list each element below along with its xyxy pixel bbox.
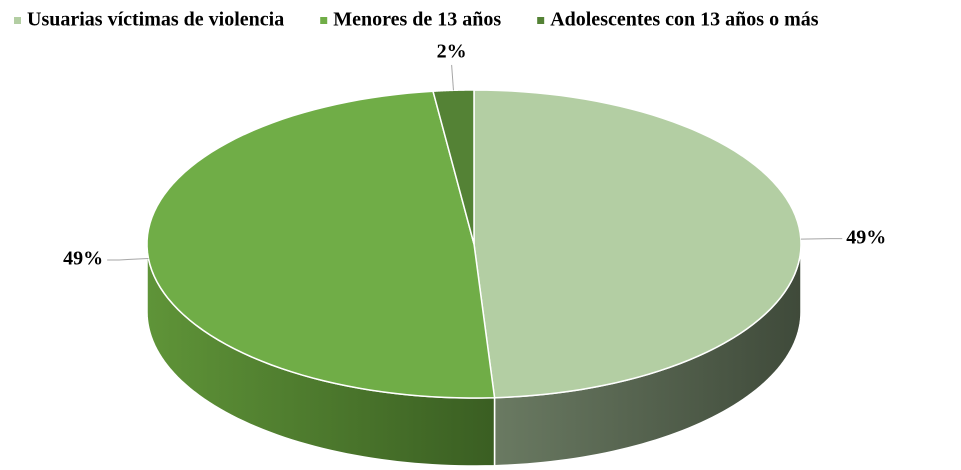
- data-label: 49%: [63, 248, 103, 270]
- legend-label: Menores de 13 años: [333, 9, 501, 31]
- data-label: 49%: [846, 226, 886, 248]
- legend-swatch: [14, 17, 21, 24]
- data-label: 2%: [437, 41, 467, 63]
- legend-label: Adolescentes con 13 años o más: [550, 9, 819, 31]
- legend-swatch: [320, 17, 328, 24]
- legend-swatch: [537, 17, 545, 24]
- legend-label: Usuarias víctimas de violencia: [27, 9, 284, 31]
- leader-line: [451, 64, 454, 91]
- leader-line: [107, 257, 149, 261]
